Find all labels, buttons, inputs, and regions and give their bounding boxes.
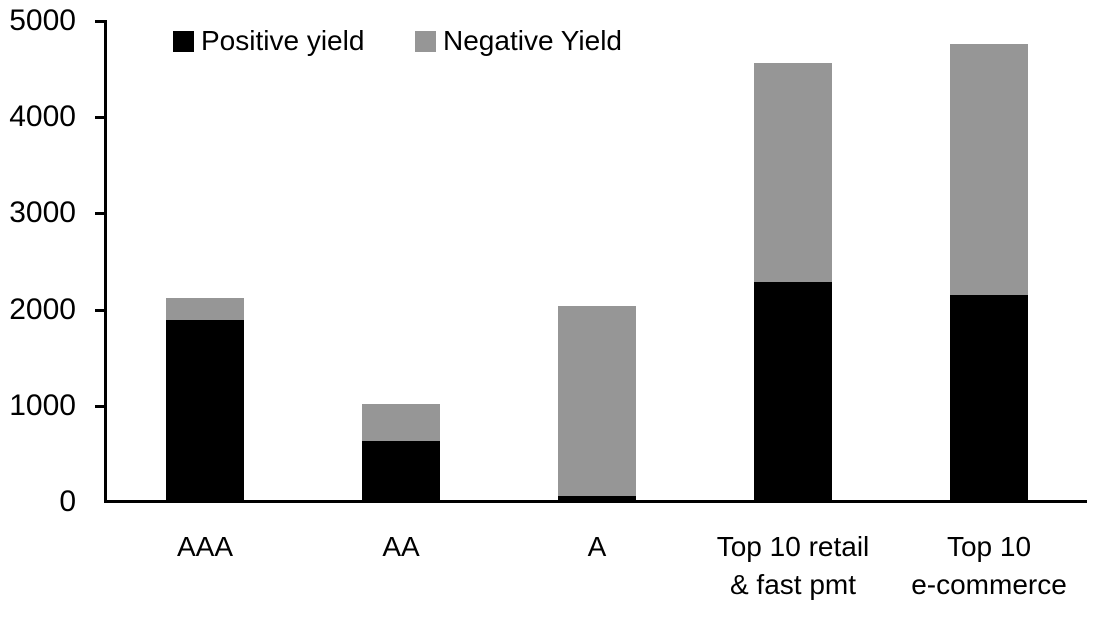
y-tick-label-0: 0 (59, 485, 76, 518)
legend-swatch-positive (173, 30, 194, 52)
y-tick-3000 (95, 212, 106, 216)
legend-swatch-negative (415, 30, 436, 52)
bar-negative-a (558, 305, 636, 497)
x-category-label: Top 10 e-commerce (911, 531, 1067, 600)
x-category-label: Top 10 retail & fast pmt (716, 531, 870, 600)
bar-positive-top-10-retail (754, 282, 832, 501)
legend-item-positive-yield: Positive yield (173, 27, 364, 55)
legend-item-negative-yield: Negative Yield (415, 27, 622, 55)
y-tick-label-4000: 4000 (9, 100, 76, 134)
x-axis-line (104, 500, 1087, 503)
y-tick-label-3000: 3000 (9, 196, 76, 230)
y-tick-label-2000: 2000 (9, 292, 76, 326)
y-tick-1000 (95, 404, 106, 408)
bar-positive-aa (362, 441, 440, 501)
y-tick-5000 (95, 20, 106, 23)
y-tick-2000 (95, 308, 106, 312)
bar-positive-aaa (166, 319, 244, 501)
bar-negative-top-10 (950, 44, 1028, 295)
bar-positive-a (558, 496, 636, 501)
y-axis-line (104, 20, 107, 503)
y-tick-4000 (95, 116, 106, 120)
x-category-label: AA (382, 531, 420, 562)
y-tick-label-5000: 5000 (9, 4, 76, 37)
x-category-label: AAA (176, 531, 234, 562)
y-tick-label-1000: 1000 (9, 388, 76, 422)
legend-label-positive: Positive yield (201, 25, 365, 56)
bar-negative-top-10-retail (754, 62, 832, 283)
bar-positive-top-10 (950, 294, 1028, 501)
legend-label-negative: Negative Yield (443, 25, 623, 56)
bar-negative-aa (362, 404, 440, 442)
bar-negative-aaa (166, 298, 244, 320)
x-category-label: A (587, 531, 607, 562)
